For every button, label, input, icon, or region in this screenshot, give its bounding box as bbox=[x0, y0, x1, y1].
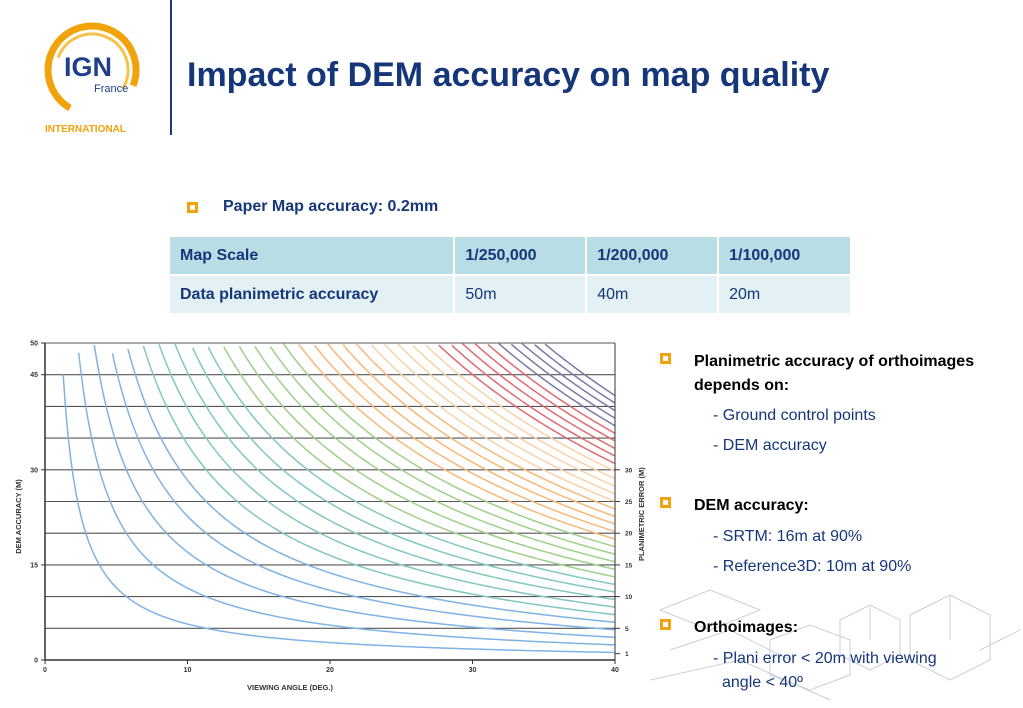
series-line bbox=[497, 342, 616, 427]
table-header-cell: 1/100,000 bbox=[718, 237, 852, 276]
header-divider bbox=[170, 0, 172, 135]
square-bullet-icon bbox=[187, 201, 198, 213]
series-line bbox=[438, 344, 616, 465]
y-tick-label: 15 bbox=[30, 562, 38, 569]
planimetric-label-line2: depends on: bbox=[694, 377, 790, 394]
y2-tick-label: 5 bbox=[625, 626, 629, 633]
paper-accuracy-text: Paper Map accuracy: 0.2mm bbox=[223, 198, 439, 215]
orthoimages-label: Orthoimages: bbox=[694, 619, 799, 636]
series-line bbox=[461, 342, 616, 450]
planimetric-label-line1: Planimetric accuracy of orthoimages bbox=[694, 353, 975, 370]
table-header-cell: Map Scale bbox=[170, 237, 456, 276]
series-line bbox=[487, 344, 616, 434]
list-item: - Reference3D: 10m at 90% bbox=[713, 558, 912, 575]
square-bullet-icon bbox=[660, 353, 671, 364]
x-tick-label: 40 bbox=[611, 667, 619, 674]
list-item: - Ground control points bbox=[713, 407, 876, 424]
planimetric-bullet: Planimetric accuracy of orthoimages depe… bbox=[660, 350, 974, 398]
series-line bbox=[207, 346, 616, 586]
series-line bbox=[282, 343, 616, 548]
dem-accuracy-label: DEM accuracy: bbox=[694, 497, 809, 514]
series-line bbox=[342, 344, 616, 518]
table-cell: Data planimetric accuracy bbox=[170, 275, 456, 315]
table-header-row: Map Scale 1/250,000 1/200,000 1/100,000 bbox=[170, 237, 852, 276]
series-line bbox=[544, 343, 616, 397]
background-city-sketch bbox=[650, 589, 1021, 701]
series-line bbox=[192, 347, 616, 593]
dem-accuracy-bullet: DEM accuracy: bbox=[660, 494, 809, 518]
y-tick-label: 50 bbox=[30, 341, 38, 348]
table-cell: 20m bbox=[718, 275, 852, 315]
series-line bbox=[355, 342, 616, 510]
series-line bbox=[238, 346, 616, 571]
series-line bbox=[326, 342, 616, 525]
list-item: - Plani error < 20m with viewing bbox=[713, 650, 937, 667]
series-line bbox=[223, 346, 616, 578]
logo-brand: IGN bbox=[64, 52, 112, 82]
x-axis-label: VIEWING ANGLE (DEG.) bbox=[247, 683, 333, 692]
table-cell: 50m bbox=[454, 275, 588, 315]
list-item-continuation: angle < 40º bbox=[722, 674, 804, 691]
series-line bbox=[370, 344, 616, 503]
series-line bbox=[425, 344, 616, 472]
series-line bbox=[298, 343, 616, 540]
series-line bbox=[396, 342, 616, 487]
series-line bbox=[313, 344, 616, 533]
list-item: - DEM accuracy bbox=[713, 437, 827, 454]
x-tick-label: 0 bbox=[43, 667, 47, 674]
series-line bbox=[254, 346, 616, 563]
series-line bbox=[127, 348, 616, 623]
series-line bbox=[158, 343, 616, 608]
x-tick-label: 10 bbox=[184, 667, 192, 674]
square-bullet-icon bbox=[660, 497, 671, 508]
series-line bbox=[510, 343, 616, 419]
series-line bbox=[269, 346, 616, 555]
series-line bbox=[142, 345, 616, 616]
list-item: - SRTM: 16m at 90% bbox=[713, 528, 863, 545]
series-line bbox=[521, 342, 616, 412]
logo-tagline: INTERNATIONAL bbox=[45, 124, 126, 135]
table-row: Data planimetric accuracy 50m 40m 20m bbox=[170, 275, 852, 315]
y2-tick-label: 20 bbox=[625, 531, 633, 538]
y2-tick-label: 10 bbox=[625, 594, 633, 601]
series-line bbox=[62, 374, 616, 654]
series-line bbox=[534, 344, 616, 404]
y2-axis-label: PLANIMETRIC ERROR (M) bbox=[637, 467, 646, 561]
series-line bbox=[173, 342, 616, 601]
ign-logo: IGN France INTERNATIONAL bbox=[40, 18, 150, 138]
series-line bbox=[451, 344, 616, 457]
table-header-cell: 1/250,000 bbox=[454, 237, 588, 276]
series-line bbox=[93, 344, 616, 639]
table-header-cell: 1/200,000 bbox=[586, 237, 720, 276]
accuracy-table: Map Scale 1/250,000 1/200,000 1/100,000 … bbox=[170, 237, 852, 315]
paper-accuracy-bullet: Paper Map accuracy: 0.2mm bbox=[187, 198, 438, 216]
square-bullet-icon bbox=[660, 619, 671, 630]
series-line bbox=[383, 343, 616, 495]
x-tick-label: 30 bbox=[469, 667, 477, 674]
y-tick-label: 30 bbox=[30, 467, 38, 474]
table-cell: 40m bbox=[586, 275, 720, 315]
y-axis-label: DEM ACCURACY (M) bbox=[14, 479, 23, 554]
y2-tick-label: 1 bbox=[625, 651, 629, 658]
series-line bbox=[77, 352, 616, 646]
series-line bbox=[111, 353, 616, 631]
logo-sub: France bbox=[94, 83, 128, 95]
y-tick-label: 45 bbox=[30, 372, 38, 379]
y2-tick-label: 15 bbox=[625, 562, 633, 569]
y2-tick-label: 25 bbox=[625, 499, 633, 506]
y2-tick-label: 30 bbox=[625, 467, 633, 474]
x-tick-label: 20 bbox=[326, 667, 334, 674]
y-tick-label: 0 bbox=[34, 658, 38, 665]
orthoimages-bullet: Orthoimages: bbox=[660, 616, 798, 640]
page-title: Impact of DEM accuracy on map quality bbox=[187, 56, 830, 94]
series-line bbox=[474, 343, 616, 442]
series-line bbox=[412, 344, 616, 480]
